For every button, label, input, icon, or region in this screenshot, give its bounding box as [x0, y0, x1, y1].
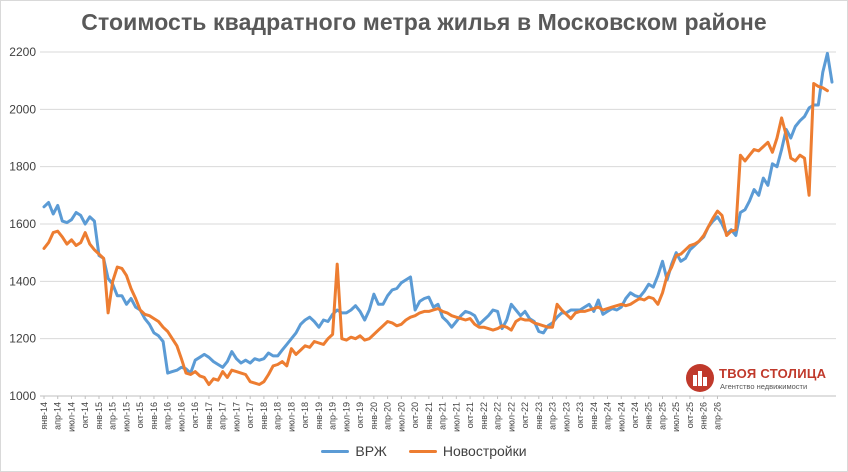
legend-label-novostroyki: Новостройки [442, 443, 527, 459]
x-tick-label: янв-26 [699, 402, 709, 430]
legend: ВРЖ Новостройки [0, 443, 848, 459]
legend-swatch-novostroyki [408, 449, 437, 453]
x-tick-label: июл-17 [231, 402, 241, 432]
building-icon [686, 364, 714, 392]
x-tick-label: апр-17 [218, 402, 228, 430]
x-tick-label: янв-18 [259, 402, 269, 430]
x-tick-label: окт-21 [465, 402, 475, 428]
x-tick-label: апр-23 [548, 402, 558, 430]
x-tick-label: окт-17 [245, 402, 255, 428]
x-tick-label: июл-14 [66, 402, 76, 432]
x-tick-label: окт-22 [520, 402, 530, 428]
x-axis: янв-14 апр-14 июл-14 окт-14 янв-15 апр-15 июл-… [39, 396, 722, 432]
x-tick-label: окт-15 [135, 402, 145, 428]
x-tick-label: июл-15 [121, 402, 131, 432]
x-tick-label: янв-25 [644, 402, 654, 430]
x-tick-label: июл-19 [341, 402, 351, 432]
x-tick-label: янв-15 [94, 402, 104, 430]
y-tick-label: 1000 [9, 389, 36, 403]
series-lines [42, 51, 834, 386]
chart-title: Стоимость квадратного метра жилья в Моск… [81, 9, 767, 35]
y-tick-label: 1800 [9, 160, 36, 174]
x-tick-label: янв-21 [424, 402, 434, 430]
x-tick-label: янв-22 [479, 402, 489, 430]
x-tick-label: апр-16 [163, 402, 173, 430]
x-tick-label: июл-18 [286, 402, 296, 432]
x-tick-label: апр-20 [383, 402, 393, 430]
y-tick-label: 2000 [9, 102, 36, 116]
legend-item-novostroyki: Новостройки [408, 443, 527, 459]
x-tick-label: июл-16 [176, 402, 186, 432]
x-tick-label: апр-21 [438, 402, 448, 430]
x-tick-label: янв-24 [589, 402, 599, 430]
x-tick-label: янв-17 [204, 402, 214, 430]
x-tick-label: янв-16 [149, 402, 159, 430]
x-tick-label: апр-22 [493, 402, 503, 430]
x-tick-label: янв-14 [39, 402, 49, 430]
y-tick-label: 2200 [9, 45, 36, 59]
x-tick-label: апр-18 [273, 402, 283, 430]
x-tick-label: июл-23 [561, 402, 571, 432]
x-tick-label: апр-24 [603, 402, 613, 430]
x-tick-label: окт-16 [190, 402, 200, 428]
x-tick-label: окт-19 [355, 402, 365, 428]
x-tick-label: окт-20 [410, 402, 420, 428]
x-tick-label: окт-24 [630, 402, 640, 428]
x-tick-label: янв-23 [534, 402, 544, 430]
series-line-novostroyki [42, 82, 829, 386]
x-tick-label: янв-19 [314, 402, 324, 430]
x-tick-label: окт-14 [80, 402, 90, 428]
x-tick-label: окт-25 [685, 402, 695, 428]
y-tick-label: 1200 [9, 332, 36, 346]
x-tick-label: апр-26 [712, 402, 722, 430]
brand-logo: ТВОЯ СТОЛИЦА Агентство недвижимости [686, 364, 836, 394]
x-tick-label: июл-22 [506, 402, 516, 432]
x-tick-label: янв-20 [369, 402, 379, 430]
x-tick-label: апр-15 [108, 402, 118, 430]
x-tick-label: июл-21 [451, 402, 461, 432]
x-tick-label: апр-14 [53, 402, 63, 430]
x-tick-label: окт-18 [300, 402, 310, 428]
x-tick-label: июл-20 [396, 402, 406, 432]
y-axis: 1000 1200 1400 1600 1800 2000 2200 [9, 45, 36, 403]
logo-tagline: Агентство недвижимости [720, 382, 808, 391]
x-tick-label: июл-24 [616, 402, 626, 432]
grid-lines [40, 51, 836, 397]
y-tick-label: 1600 [9, 217, 36, 231]
x-tick-label: июл-25 [671, 402, 681, 432]
x-tick-label: апр-25 [657, 402, 667, 430]
legend-item-vrzh: ВРЖ [321, 443, 387, 459]
legend-swatch-vrzh [321, 449, 350, 453]
y-tick-label: 1400 [9, 274, 36, 288]
logo-name: ТВОЯ СТОЛИЦА [719, 366, 827, 381]
x-tick-label: апр-19 [328, 402, 338, 430]
x-tick-label: окт-23 [575, 402, 585, 428]
legend-label-vrzh: ВРЖ [355, 443, 387, 459]
